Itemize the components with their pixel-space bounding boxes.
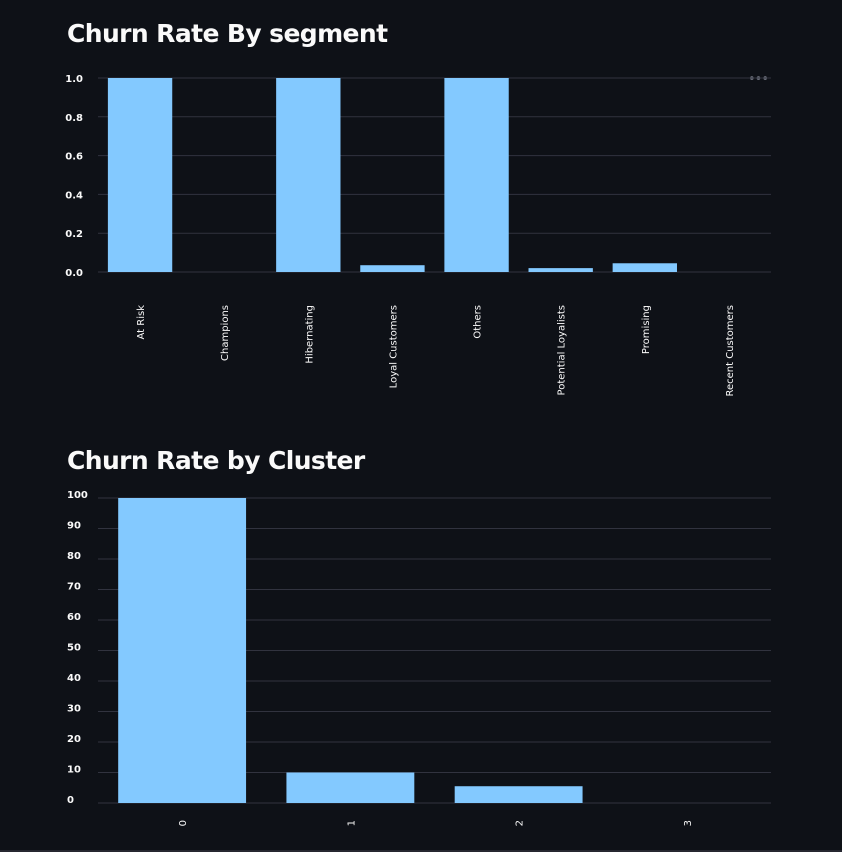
- x-tick-label-champions: Champions: [220, 305, 231, 361]
- y-tick-label: 0.4: [65, 190, 83, 201]
- churn-by-segment-chart: 0.0 0.2 0.4 0.6 0.8 1.0 At Risk Champions Hibern…: [65, 74, 771, 397]
- x-tick-label-hibernating: Hibernating: [304, 305, 315, 364]
- x-tick-label-at-risk: At Risk: [136, 305, 147, 340]
- y-tick-label: 0.0: [65, 268, 83, 279]
- x-tick-label-loyal-customers: Loyal Customers: [388, 305, 399, 388]
- x-tick-label-promising: Promising: [641, 305, 652, 354]
- y-tick-label: 50: [67, 643, 81, 654]
- y-tick-label: 40: [67, 673, 81, 684]
- bar-1[interactable]: [286, 772, 415, 804]
- x-tick-label-others: Others: [473, 305, 484, 339]
- x-tick-label-3: 3: [683, 820, 694, 826]
- y-tick-label: 30: [67, 704, 81, 715]
- y-tick-label: 70: [67, 582, 81, 593]
- y-tick-label: 0: [67, 795, 74, 806]
- y-tick-label: 100: [67, 490, 88, 501]
- x-tick-label-1: 1: [346, 820, 357, 826]
- y-tick-label: 0.8: [65, 113, 83, 124]
- y-tick-label: 10: [67, 765, 81, 776]
- chart-title-segment: Churn Rate By segment: [67, 19, 388, 48]
- y-tick-label: 20: [67, 734, 81, 745]
- x-tick-label-0: 0: [178, 820, 189, 826]
- bar-2[interactable]: [454, 786, 583, 803]
- bar-others[interactable]: [444, 78, 509, 272]
- x-tick-label-recent-customers: Recent Customers: [725, 305, 736, 397]
- bar-hibernating[interactable]: [276, 78, 341, 272]
- more-options-icon[interactable]: •••: [748, 72, 769, 87]
- chart-title-cluster: Churn Rate by Cluster: [67, 446, 365, 475]
- bar-at-risk[interactable]: [107, 78, 173, 272]
- y-tick-label: 1.0: [65, 74, 83, 85]
- page-bottom-border: [0, 850, 842, 852]
- bar-loyal-customers[interactable]: [360, 265, 425, 272]
- y-tick-label: 0.6: [65, 152, 83, 163]
- y-tick-label: 60: [67, 612, 81, 623]
- x-tick-label-2: 2: [515, 820, 526, 826]
- bar-potential-loyalists[interactable]: [528, 268, 593, 272]
- churn-by-cluster-chart: 0 10 20 30 40 50 60 70 80 90 100 0 1 2 3: [67, 490, 771, 826]
- y-tick-label: 90: [67, 521, 81, 532]
- x-tick-label-potential-loyalists: Potential Loyalists: [557, 305, 568, 395]
- bar-0[interactable]: [118, 498, 247, 803]
- bar-promising[interactable]: [612, 263, 677, 272]
- y-tick-label: 80: [67, 551, 81, 562]
- y-tick-label: 0.2: [65, 229, 83, 240]
